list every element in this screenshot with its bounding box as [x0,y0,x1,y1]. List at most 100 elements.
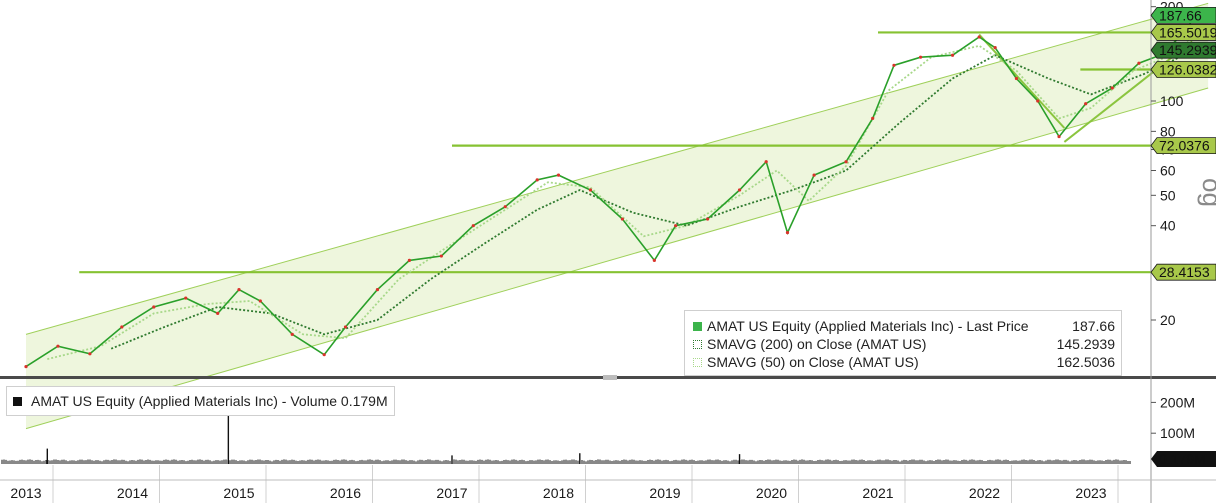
price-tag-label: 187.66 [1159,7,1202,23]
volume-legend-swatch [13,396,22,406]
price-tick-label: 50 [1160,187,1176,203]
legend-sma50-value: 162.5036 [1056,354,1115,370]
year-label: 2013 [10,485,41,501]
price-point [812,173,816,177]
price-point [1014,76,1019,81]
price-tick-label: 40 [1160,218,1176,234]
price-point [56,344,60,348]
legend-row-sma50: SMAVG (50) on Close (AMAT US) 162.5036 [693,353,1115,371]
sma200-line [110,49,1195,350]
price-point [652,258,656,262]
price-tag: 165.5019 [1150,24,1216,41]
price-tag: 187.66 [1150,6,1216,24]
legend-sma200-value: 145.2939 [1056,336,1115,352]
year-label: 2018 [543,485,574,501]
price-tag-box [1150,6,1216,24]
price-point [764,160,768,164]
last-price-swatch [693,321,702,331]
price-tag-label: 126.0382 [1159,62,1216,78]
price-tag-label: 165.5019 [1159,24,1216,40]
price-tick-label: 20 [1160,312,1176,328]
sma50-swatch [693,357,702,367]
price-tag-box [1150,137,1216,155]
price-tag: 72.0376 [1150,137,1216,155]
price-line [25,14,1196,368]
sma50-line [47,34,1195,360]
series-layer [24,13,1196,369]
axis-scale-label[interactable]: og [1197,178,1216,207]
price-point [184,296,188,300]
price-point [706,217,710,221]
price-tag-label: 28.4153 [1159,264,1210,280]
price-tag: 145.2939 [1150,41,1216,59]
volume-last-tag-label: 0.179M [1159,451,1206,467]
volume-last-tag: 0.179M [1151,451,1216,467]
price-point [343,325,348,329]
price-point [407,258,411,262]
trendline-downtrend [978,33,1066,129]
price-point [993,46,997,50]
legend-row-sma200: SMAVG (200) on Close (AMAT US) 145.2939 [693,335,1115,353]
year-label: 2019 [649,485,680,501]
year-label: 2014 [117,485,148,501]
price-point [674,224,678,228]
volume-legend: AMAT US Equity (Applied Materials Inc) -… [6,386,395,416]
pane-resize-handle[interactable] [603,375,617,380]
price-tag-box [1150,24,1216,41]
year-label: 2016 [330,485,361,501]
year-label: 2022 [969,485,1000,501]
price-point [258,299,262,303]
price-tag: 126.0382 [1150,61,1216,78]
price-tag-label: 145.2939 [1159,42,1216,58]
price-point [152,305,156,309]
legend-row-last-price: AMAT US Equity (Applied Materials Inc) -… [693,317,1115,335]
price-point [950,53,955,57]
volume-last-tag-box [1151,451,1216,467]
price-point [844,160,848,164]
price-point [322,353,326,357]
price-point [737,188,742,192]
price-point [1036,99,1040,103]
legend-sma50-label: SMAVG (50) on Close (AMAT US) [707,354,919,370]
year-label: 2017 [436,485,467,501]
price-point [439,254,443,258]
price-point [216,311,220,315]
price-point [871,116,875,120]
price-point [1057,134,1061,139]
price-point [120,325,124,329]
price-point [620,217,625,221]
price-point [1084,102,1088,106]
volume-legend-label: AMAT US Equity (Applied Materials Inc) -… [31,393,388,409]
price-tag-box [1150,61,1216,78]
price-point [556,173,561,177]
price-tag-box [1150,41,1216,59]
year-label: 2021 [862,485,893,501]
price-tag-box [1150,263,1216,281]
price-point [977,35,981,39]
volume-layer [1,411,1131,464]
price-point [1110,86,1114,90]
grid-layer [52,465,1119,503]
price-point [24,365,28,369]
legend-sma200-label: SMAVG (200) on Close (AMAT US) [707,336,927,352]
price-point [88,352,92,356]
year-label: 2020 [756,485,787,501]
price-tick-label: 60 [1160,163,1176,179]
volume-tick-label: 100M [1160,425,1195,441]
price-point [1137,61,1141,65]
price-point [237,288,241,292]
price-tick-label: 80 [1160,123,1176,139]
year-label: 2023 [1075,485,1106,501]
price-point [290,332,294,336]
channel-upper-line [25,2,1209,335]
price-point [535,178,539,182]
year-label: 2015 [223,485,254,501]
price-tick-label: 100 [1160,93,1184,109]
price-point [919,55,923,59]
price-point [892,63,896,67]
price-point [375,288,380,292]
price-point [471,224,475,228]
price-point [588,188,593,192]
